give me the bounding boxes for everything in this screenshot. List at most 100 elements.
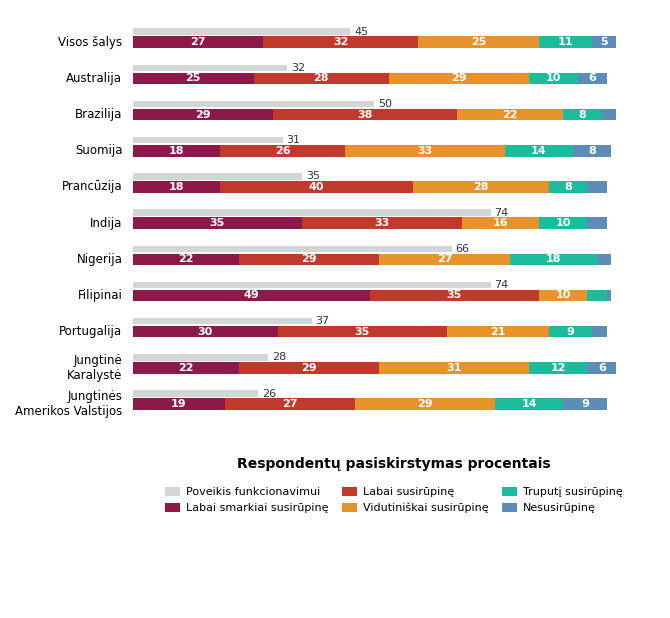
Text: 29: 29 [417, 399, 433, 409]
Text: 32: 32 [333, 37, 348, 47]
Bar [588, 362, 616, 374]
Bar [133, 28, 350, 35]
Bar [602, 109, 616, 121]
Bar [133, 101, 375, 108]
Text: Respondentų pasiskirstymas procentais: Respondentų pasiskirstymas procentais [237, 457, 551, 471]
Text: 32: 32 [291, 63, 306, 73]
Bar [302, 218, 462, 229]
Bar [592, 326, 606, 337]
Text: 26: 26 [262, 389, 277, 399]
Text: 16: 16 [492, 218, 508, 228]
Text: 18: 18 [168, 182, 184, 192]
Text: 18: 18 [545, 254, 561, 265]
Text: 33: 33 [374, 218, 389, 228]
Bar [220, 145, 346, 156]
Text: 10: 10 [546, 74, 561, 83]
Bar [495, 398, 563, 410]
Bar [379, 362, 529, 374]
Text: 45: 45 [354, 27, 368, 36]
Bar [563, 398, 606, 410]
Text: 49: 49 [243, 290, 259, 300]
Text: 10: 10 [555, 218, 571, 228]
Text: 11: 11 [558, 37, 574, 47]
Bar [263, 36, 418, 48]
Text: 37: 37 [316, 316, 330, 326]
Text: 22: 22 [178, 363, 194, 373]
Bar [133, 109, 273, 121]
Text: 6: 6 [588, 74, 596, 83]
Text: 18: 18 [168, 146, 184, 156]
Bar [588, 181, 606, 193]
Bar [462, 218, 539, 229]
Bar [133, 137, 283, 143]
Legend: Poveikis funkcionavimui, Labai smarkiai susirūpinę, Labai susirūpinę, Vidutinišk: Poveikis funkcionavimui, Labai smarkiai … [165, 487, 623, 514]
Text: 40: 40 [309, 182, 324, 192]
Bar [529, 362, 588, 374]
Text: 27: 27 [282, 399, 297, 409]
Text: 12: 12 [551, 363, 566, 373]
Bar [606, 290, 612, 302]
Bar [370, 290, 539, 302]
Bar [133, 391, 259, 397]
Bar [133, 65, 287, 71]
Bar [133, 218, 302, 229]
Bar [592, 36, 616, 48]
Text: 5: 5 [600, 37, 608, 47]
Bar [413, 181, 549, 193]
Text: 8: 8 [588, 146, 596, 156]
Bar [457, 109, 563, 121]
Text: 29: 29 [302, 363, 317, 373]
Bar [133, 326, 278, 337]
Bar [355, 398, 495, 410]
Text: 28: 28 [314, 74, 329, 83]
Text: 25: 25 [186, 74, 201, 83]
Bar [133, 354, 268, 361]
Bar [597, 253, 612, 265]
Text: 10: 10 [555, 290, 571, 300]
Text: 30: 30 [198, 327, 213, 337]
Text: 29: 29 [452, 74, 467, 83]
Bar [133, 282, 490, 288]
Text: 74: 74 [494, 208, 509, 218]
Text: 8: 8 [564, 182, 572, 192]
Bar [133, 181, 220, 193]
Text: 14: 14 [521, 399, 537, 409]
Bar [573, 145, 612, 156]
Text: 35: 35 [355, 327, 370, 337]
Bar [133, 398, 224, 410]
Bar [133, 318, 312, 324]
Bar [539, 218, 588, 229]
Bar [239, 362, 379, 374]
Text: 14: 14 [531, 146, 547, 156]
Bar [133, 72, 253, 84]
Bar [220, 181, 413, 193]
Bar [578, 72, 606, 84]
Text: 9: 9 [566, 327, 574, 337]
Text: 35: 35 [306, 171, 320, 182]
Text: 35: 35 [447, 290, 462, 300]
Bar [389, 72, 529, 84]
Bar [133, 36, 263, 48]
Bar [224, 398, 355, 410]
Bar [549, 181, 588, 193]
Text: 26: 26 [275, 146, 290, 156]
Bar [253, 72, 389, 84]
Text: 9: 9 [581, 399, 589, 409]
Bar [133, 253, 239, 265]
Bar [510, 253, 597, 265]
Bar [133, 290, 370, 302]
Bar [447, 326, 549, 337]
Bar [549, 326, 592, 337]
Text: 25: 25 [471, 37, 486, 47]
Bar [133, 145, 220, 156]
Bar [505, 145, 573, 156]
Text: 38: 38 [357, 109, 373, 119]
Text: 22: 22 [178, 254, 194, 265]
Text: 35: 35 [210, 218, 225, 228]
Text: 28: 28 [272, 352, 286, 362]
Bar [418, 36, 539, 48]
Bar [539, 36, 592, 48]
Text: 29: 29 [195, 109, 210, 119]
Text: 21: 21 [490, 327, 506, 337]
Bar [133, 245, 452, 252]
